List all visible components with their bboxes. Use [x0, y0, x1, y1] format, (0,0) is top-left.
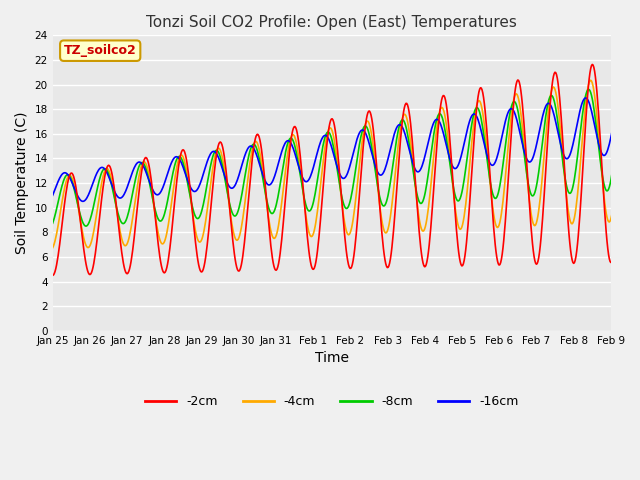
Legend: -2cm, -4cm, -8cm, -16cm: -2cm, -4cm, -8cm, -16cm: [140, 390, 524, 413]
X-axis label: Time: Time: [315, 351, 349, 365]
Text: TZ_soilco2: TZ_soilco2: [64, 44, 136, 57]
Title: Tonzi Soil CO2 Profile: Open (East) Temperatures: Tonzi Soil CO2 Profile: Open (East) Temp…: [147, 15, 517, 30]
Y-axis label: Soil Temperature (C): Soil Temperature (C): [15, 112, 29, 254]
